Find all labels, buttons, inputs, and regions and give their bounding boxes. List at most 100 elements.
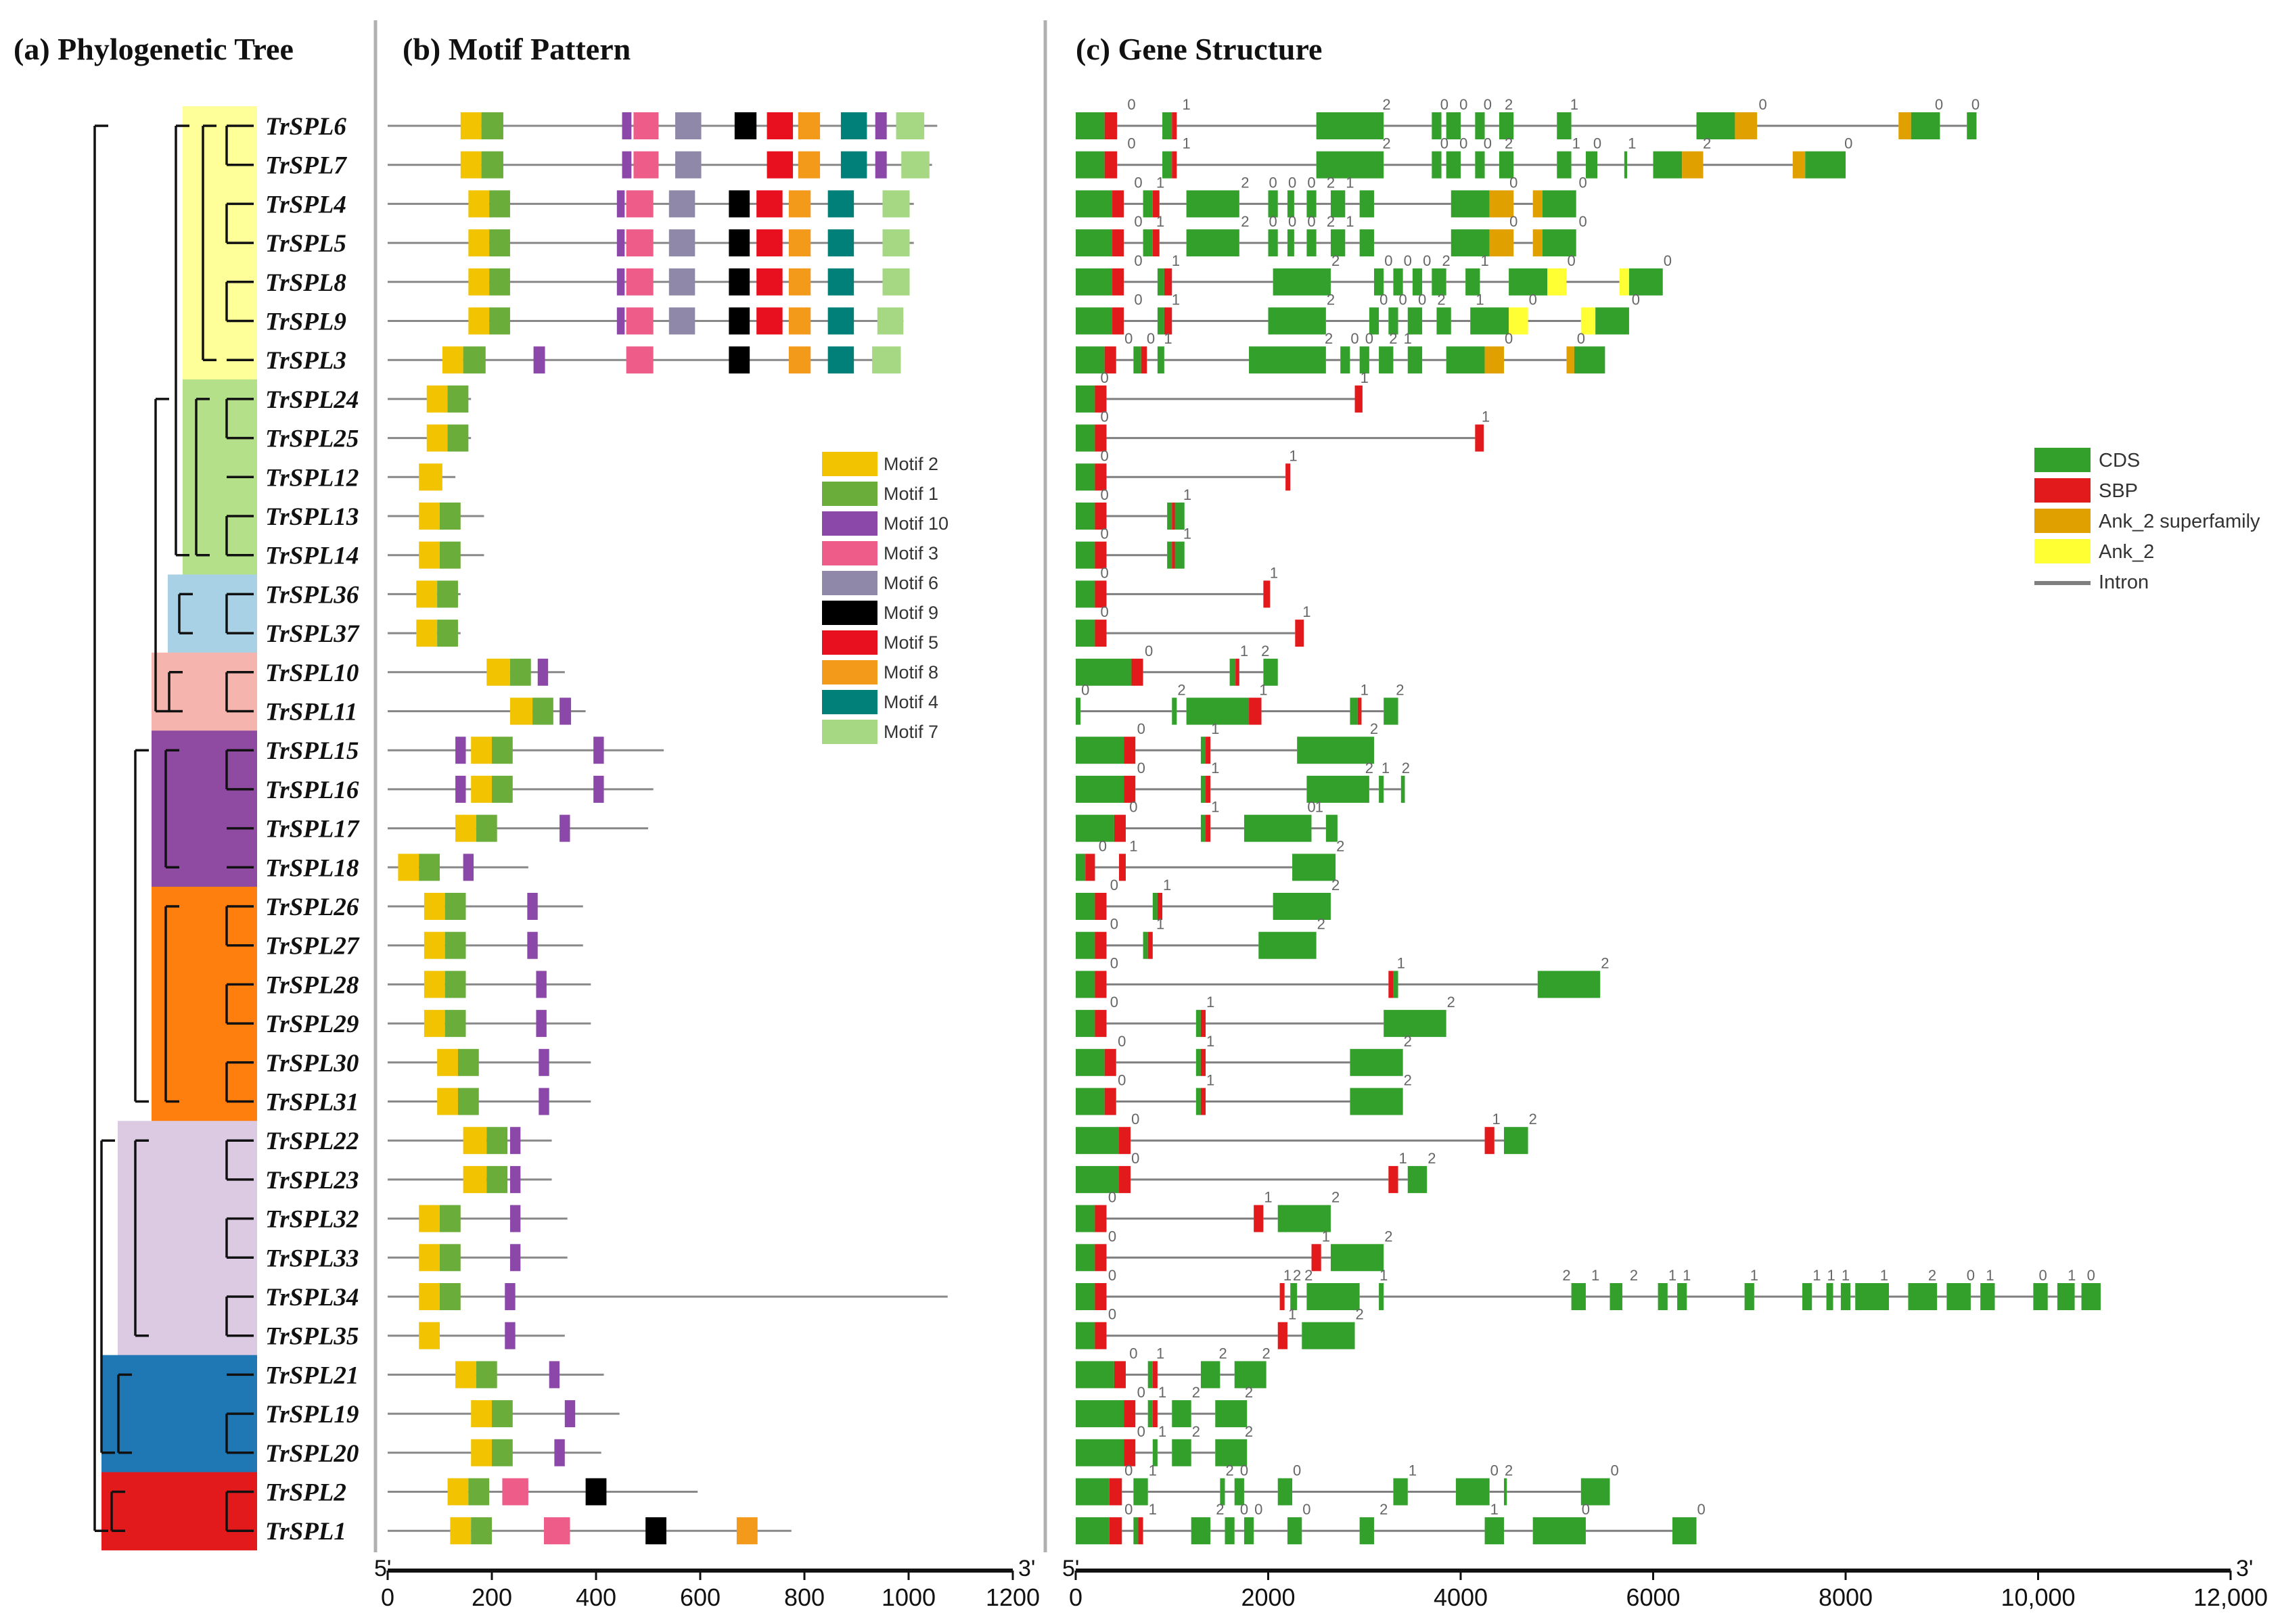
intron-phase: 2 (1505, 1462, 1513, 1479)
intron-phase: 1 (1183, 526, 1191, 542)
sbp-segment (1095, 463, 1107, 491)
motif-2-block (509, 697, 533, 725)
motif-7-block (901, 151, 930, 179)
cds-segment (1076, 1517, 1110, 1545)
intron-phase: 2 (1325, 330, 1333, 347)
sbp-segment (1279, 1283, 1285, 1310)
motif-axis-end-label: 3' (1018, 1556, 1035, 1581)
intron-phase: 0 (1418, 292, 1426, 308)
intron-phase: 0 (1240, 1462, 1248, 1479)
cds-segment (1532, 1517, 1586, 1545)
sbp-segment (1172, 503, 1175, 530)
intron-phase: 0 (1269, 174, 1277, 191)
cds-segment (1432, 151, 1442, 179)
cds-segment (1076, 854, 1086, 881)
cds-segment (1200, 737, 1206, 764)
motif-1-block (444, 893, 466, 920)
motif-tick-label: 400 (576, 1583, 616, 1611)
intron-phase: 0 (1131, 1111, 1139, 1128)
motif-4-block (840, 151, 867, 179)
intron-phase: 0 (1124, 1501, 1133, 1518)
intron-phase: 0 (1110, 877, 1118, 894)
cds-segment (1292, 854, 1336, 881)
gene-label: TrSPL15 (265, 737, 359, 765)
legend-swatch-motif-5 (822, 630, 877, 655)
sbp-segment (1119, 1127, 1131, 1155)
motif-1-block (468, 1478, 490, 1506)
cds-segment (1451, 190, 1490, 218)
motif-panel-title: (b) Motif Pattern (403, 32, 631, 66)
legend-label-ank2: Ank_2 (2099, 541, 2154, 563)
intron-phase: 1 (1683, 1267, 1691, 1284)
gene-tick-label: 4000 (1434, 1583, 1488, 1611)
legend-label-motif-9: Motif 9 (884, 603, 938, 623)
intron-phase: 0 (1577, 330, 1585, 347)
motif-2-block (437, 1048, 458, 1076)
cds-segment (1499, 151, 1514, 179)
ank-segment (1532, 190, 1543, 218)
gene-panel-title: (c) Gene Structure (1076, 32, 1322, 66)
motif-2-block (463, 1165, 487, 1193)
sbp-segment (1114, 1361, 1126, 1389)
intron-phase: 2 (1601, 954, 1609, 971)
cds-segment (1306, 775, 1369, 803)
intron-phase: 1 (1156, 174, 1164, 191)
cds-segment (1455, 1478, 1490, 1506)
legend-swatch-motif-6 (822, 571, 877, 595)
intron-phase: 0 (1399, 292, 1407, 308)
intron-phase: 0 (1567, 252, 1575, 269)
intron-phase: 2 (1327, 174, 1335, 191)
cds-segment (1076, 620, 1095, 647)
gene-label: TrSPL33 (265, 1245, 359, 1272)
cds-segment (1234, 1361, 1266, 1389)
cds-segment (1152, 893, 1158, 920)
motif-1-block (440, 1244, 461, 1272)
legend-label-motif-8: Motif 8 (884, 662, 938, 682)
motif-10-block (560, 697, 572, 725)
gene-label: TrSPL25 (265, 425, 359, 453)
intron-phase: 0 (1288, 213, 1296, 230)
cds-segment (1157, 268, 1164, 296)
motif-2-block (419, 541, 440, 569)
motif-3-block (626, 307, 654, 335)
ank2-segment (1509, 307, 1528, 335)
cds-segment (1484, 1517, 1505, 1545)
cds-segment (1076, 697, 1081, 725)
cds-segment (1330, 1244, 1384, 1272)
sbp-segment (1311, 1244, 1321, 1272)
motif-1-block (440, 541, 461, 569)
cds-segment (1186, 190, 1239, 218)
motif-5-block (756, 268, 783, 296)
gene-axis-end-label: 3' (2236, 1556, 2253, 1581)
cds-segment (1076, 658, 1132, 686)
gene-label: TrSPL26 (265, 894, 359, 921)
gene-label: TrSPL19 (265, 1401, 359, 1429)
intron-phase: 1 (1182, 96, 1190, 113)
intron-phase: 1 (1149, 1501, 1157, 1518)
sbp-segment (1095, 1244, 1107, 1272)
sbp-segment (1112, 229, 1124, 257)
legends: Motif 2 Motif 1 Motif 10 Motif 3 Motif 6 Moti… (822, 448, 2260, 744)
intron-phase: 0 (1365, 330, 1373, 347)
gene-tick-label: 8000 (1819, 1583, 1873, 1611)
legend-swatch-ank (2034, 509, 2091, 533)
cds-segment (1628, 268, 1663, 296)
sbp-segment (1109, 1517, 1122, 1545)
intron-phase: 2 (1382, 135, 1390, 152)
cds-segment (1574, 346, 1605, 374)
cds-segment (1234, 1478, 1244, 1506)
legend-swatch-motif-10 (822, 511, 877, 536)
cds-segment (1297, 737, 1374, 764)
intron-phase: 0 (1127, 135, 1135, 152)
intron-phase: 0 (1379, 292, 1388, 308)
sbp-segment (1112, 190, 1124, 218)
cds-segment (1076, 1478, 1110, 1506)
intron-phase: 2 (1505, 135, 1513, 152)
cds-segment (1249, 346, 1326, 374)
cds-segment (1195, 1088, 1201, 1115)
motif-10-block (537, 658, 549, 686)
intron-phase: 2 (1428, 1150, 1436, 1167)
sbp-segment (1206, 814, 1211, 842)
intron-phase: 1 (1211, 799, 1219, 816)
sbp-segment (1254, 1205, 1264, 1232)
